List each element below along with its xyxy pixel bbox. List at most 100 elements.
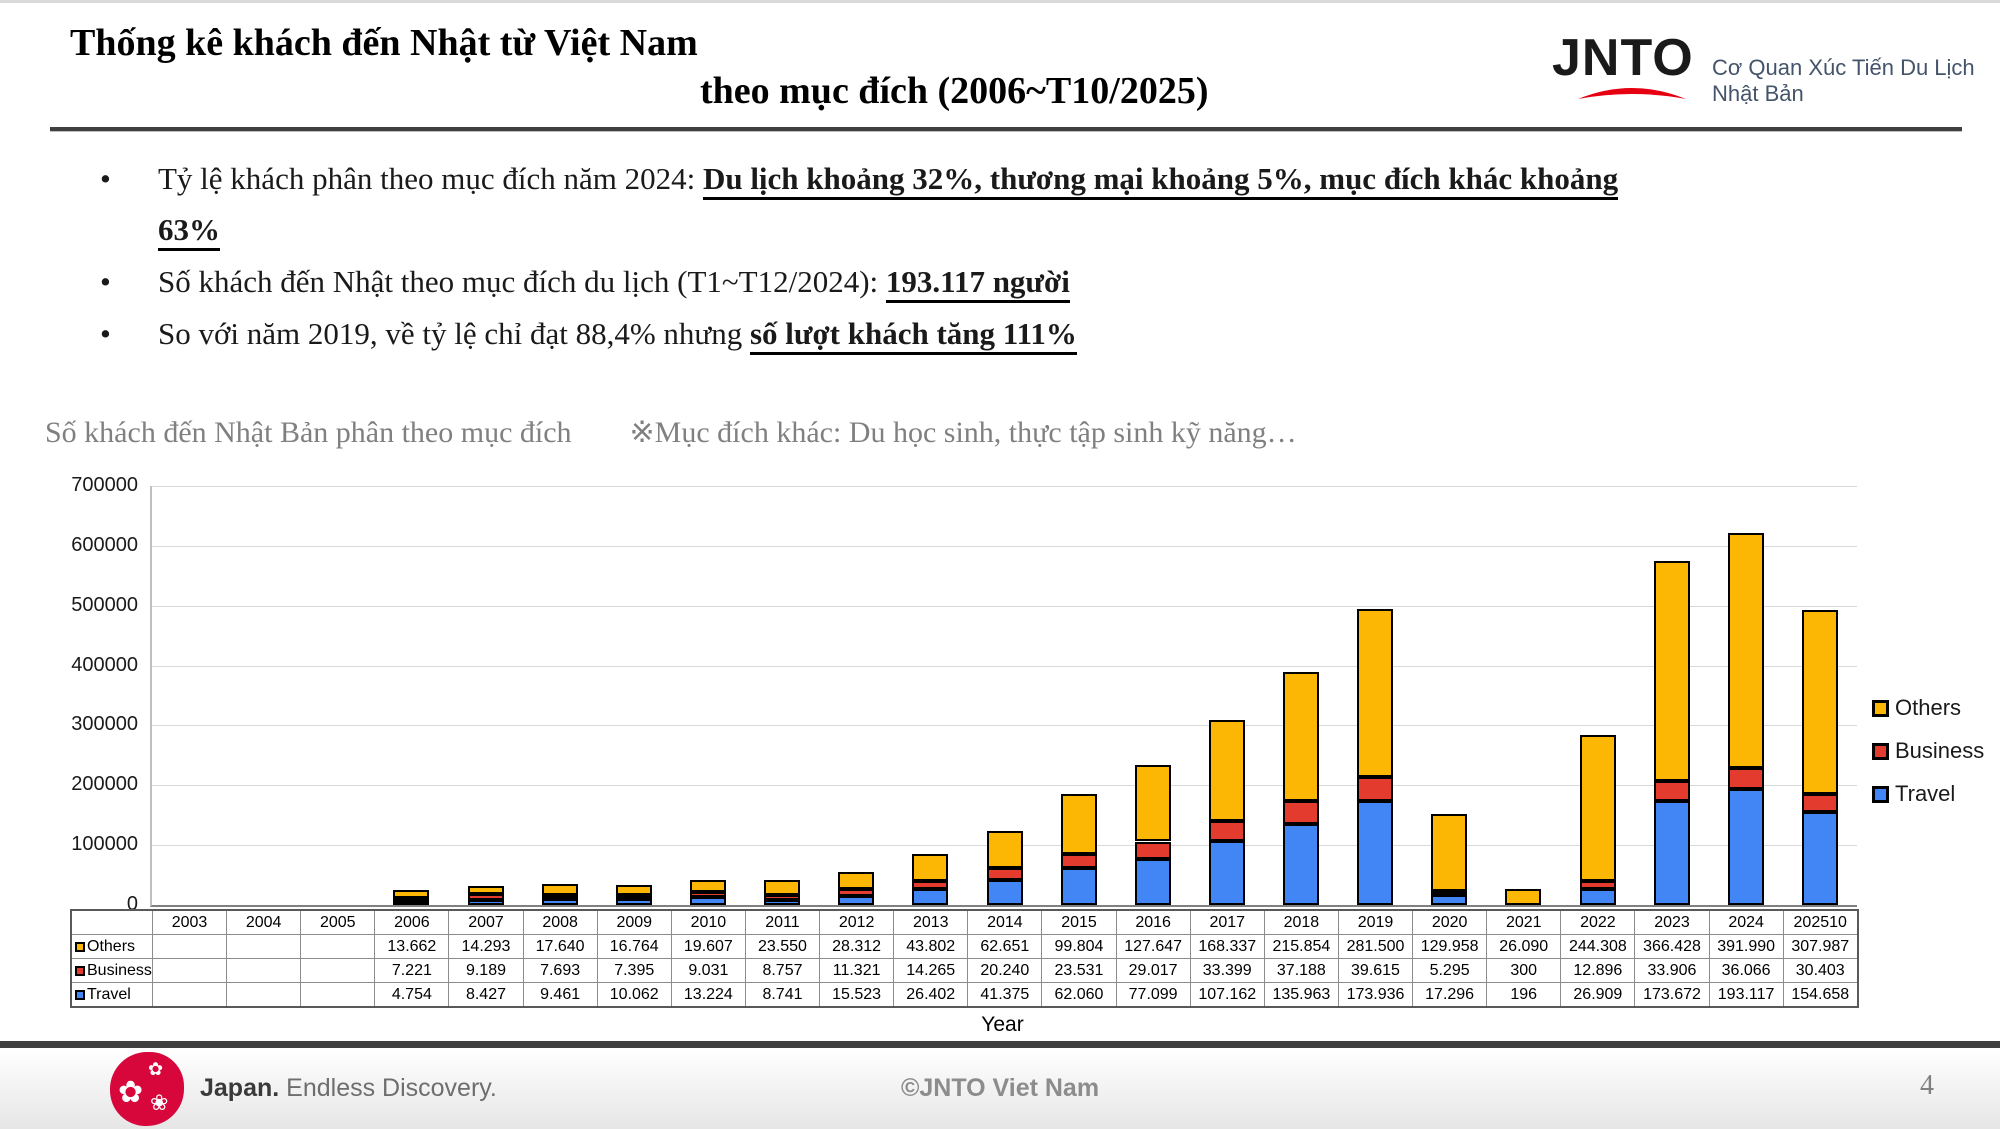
legend-item-others: Others bbox=[1872, 695, 1984, 721]
gridline bbox=[152, 545, 1857, 547]
x-axis-title: Year bbox=[981, 1013, 1024, 1036]
year-header-cell: 2011 bbox=[744, 909, 821, 935]
bar-2012-business bbox=[838, 888, 875, 896]
bullet-travel-count: Số khách đến Nhật theo mục đích du lịch … bbox=[100, 256, 1620, 307]
bar-2014-others bbox=[986, 830, 1023, 869]
value-cell: 62.651 bbox=[967, 934, 1043, 959]
year-header-cell: 2010 bbox=[670, 909, 746, 935]
bar-2015-travel bbox=[1060, 867, 1097, 905]
bar-2020-others bbox=[1431, 813, 1468, 892]
bar-2023-business bbox=[1653, 780, 1690, 802]
plot-area bbox=[150, 486, 1857, 907]
bar-2006-business bbox=[393, 897, 430, 903]
value-cell: 7.395 bbox=[596, 958, 672, 983]
row-label-others: Others bbox=[70, 934, 153, 959]
bar-2015-business bbox=[1060, 853, 1097, 868]
bullet-2-text: Số khách đến Nhật theo mục đích du lịch … bbox=[158, 264, 886, 299]
value-cell: 173.936 bbox=[1337, 982, 1414, 1008]
gridline bbox=[152, 486, 1857, 487]
jnto-wordmark: JNTO bbox=[1552, 29, 1694, 87]
value-cell bbox=[300, 934, 376, 959]
others-swatch-icon bbox=[75, 941, 85, 952]
year-header-cell: 2003 bbox=[151, 909, 228, 935]
bar-2017-business bbox=[1208, 820, 1245, 841]
year-header-cell: 2015 bbox=[1041, 909, 1117, 935]
bar-2016-others bbox=[1134, 765, 1171, 842]
year-header-cell: 2004 bbox=[226, 909, 302, 935]
bar-2016-travel bbox=[1134, 858, 1171, 905]
bullet-1-text: Tỷ lệ khách phân theo mục đích năm 2024: bbox=[158, 161, 703, 196]
bar-2019-business bbox=[1357, 777, 1394, 801]
y-axis-tick-label: 300000 bbox=[71, 713, 138, 736]
bar-2015-others bbox=[1060, 794, 1097, 854]
value-cell: 7.693 bbox=[522, 958, 598, 983]
bar-2017-travel bbox=[1208, 840, 1245, 905]
value-cell: 215.854 bbox=[1263, 934, 1339, 959]
brand-bold: Japan. bbox=[200, 1074, 280, 1102]
row-label-travel: Travel bbox=[70, 982, 153, 1008]
gridline bbox=[152, 605, 1857, 607]
bar-2024-travel bbox=[1727, 789, 1764, 905]
table-corner-cell bbox=[70, 909, 153, 935]
value-cell: 8.741 bbox=[744, 982, 821, 1008]
bar-2010-travel bbox=[689, 897, 726, 905]
value-cell: 196 bbox=[1486, 982, 1562, 1008]
bar-2013-business bbox=[912, 880, 949, 890]
travel-swatch-icon bbox=[75, 989, 85, 1000]
y-axis-tick-label: 700000 bbox=[71, 474, 138, 496]
bar-2020-business bbox=[1431, 890, 1468, 895]
value-cell: 135.963 bbox=[1263, 982, 1339, 1008]
chart-legend: Others Business Travel bbox=[1872, 695, 1984, 824]
year-header-cell: 2014 bbox=[967, 909, 1043, 935]
bar-2013-others bbox=[912, 854, 949, 881]
value-cell: 99.804 bbox=[1041, 934, 1117, 959]
year-header-cell: 2008 bbox=[522, 909, 598, 935]
value-cell: 62.060 bbox=[1041, 982, 1117, 1008]
bar-2009-others bbox=[615, 884, 652, 895]
table-row: 2003 2004 2005 2006 2007 2008 2009 2010 2011 2012… bbox=[70, 909, 1859, 935]
chart-caption-title: Số khách đến Nhật Bản phân theo mục đích bbox=[45, 416, 572, 449]
value-cell bbox=[151, 934, 228, 959]
value-cell: 20.240 bbox=[967, 958, 1043, 983]
value-cell: 23.550 bbox=[744, 934, 821, 959]
bullet-1-emphasis: Du lịch khoảng 32%, thương mại khoảng 5%… bbox=[158, 161, 1619, 251]
others-swatch-icon bbox=[1872, 699, 1889, 717]
bullet-2-emphasis: 193.117 người bbox=[885, 264, 1070, 303]
page-title: Thống kê khách đến Nhật từ Việt Nam bbox=[70, 22, 698, 64]
bar-2007-others bbox=[467, 885, 504, 895]
year-header-cell: 2005 bbox=[300, 909, 376, 935]
value-cell: 17.296 bbox=[1412, 982, 1488, 1008]
bar-2024-others bbox=[1727, 533, 1764, 768]
brand-text: Japan. Endless Discovery. bbox=[200, 1074, 497, 1103]
value-cell: 300 bbox=[1486, 958, 1562, 983]
value-cell: 13.662 bbox=[374, 934, 450, 959]
bar-2013-travel bbox=[912, 889, 949, 905]
value-cell: 26.402 bbox=[893, 982, 969, 1008]
bar-2018-travel bbox=[1283, 823, 1320, 905]
value-cell: 23.531 bbox=[1041, 958, 1117, 983]
value-cell: 33.906 bbox=[1634, 958, 1710, 983]
year-header-cell: 2021 bbox=[1486, 909, 1562, 935]
value-cell: 12.896 bbox=[1560, 958, 1636, 983]
bar-2014-travel bbox=[986, 880, 1023, 905]
bar-2008-travel bbox=[541, 899, 578, 905]
japan-endless-discovery-logo: ✿ ✿ ❀ bbox=[110, 1052, 184, 1126]
bullet-purpose-ratio: Tỷ lệ khách phân theo mục đích năm 2024:… bbox=[100, 153, 1620, 255]
header-divider bbox=[50, 127, 1962, 132]
bar-2009-travel bbox=[615, 898, 652, 905]
year-header-cell: 2023 bbox=[1634, 909, 1710, 935]
bullet-3-emphasis: số lượt khách tăng 111% bbox=[749, 316, 1077, 355]
value-cell bbox=[226, 982, 302, 1008]
value-cell: 33.399 bbox=[1189, 958, 1265, 983]
value-cell: 8.427 bbox=[448, 982, 524, 1008]
bar-202510-travel bbox=[1801, 812, 1838, 905]
year-header-cell: 2013 bbox=[893, 909, 969, 935]
value-cell: 127.647 bbox=[1115, 934, 1191, 959]
legend-item-business: Business bbox=[1872, 738, 1984, 764]
year-header-cell: 202510 bbox=[1782, 909, 1859, 935]
business-swatch-icon bbox=[1872, 742, 1889, 760]
value-cell: 9.189 bbox=[448, 958, 524, 983]
value-cell: 391.990 bbox=[1708, 934, 1784, 959]
legend-label: Others bbox=[1895, 695, 1962, 720]
